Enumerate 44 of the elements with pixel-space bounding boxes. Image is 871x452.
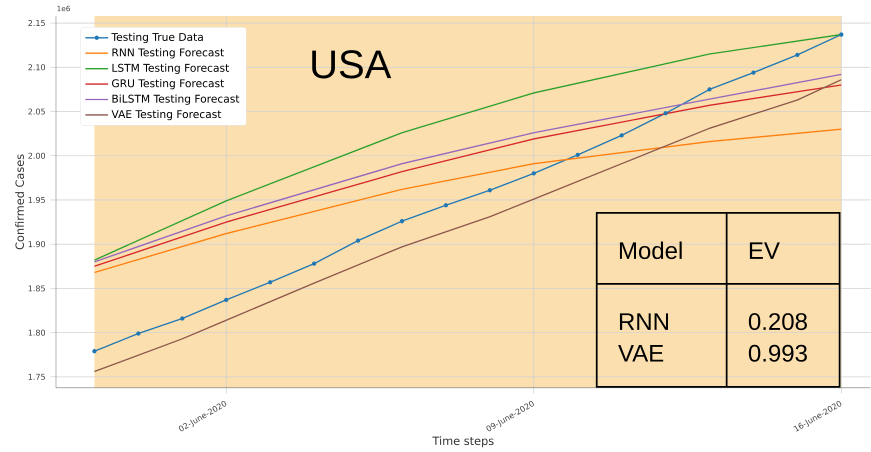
point bbox=[444, 203, 448, 208]
point bbox=[92, 349, 97, 354]
annotation: 0.208 bbox=[748, 313, 807, 330]
legend-label: LSTM Testing Forecast bbox=[112, 64, 229, 74]
y-tick-label: 1.90 bbox=[28, 241, 46, 248]
point bbox=[488, 188, 492, 193]
legend-label: BiLSTM Testing Forecast bbox=[112, 94, 240, 105]
point bbox=[136, 332, 140, 336]
text: USA bbox=[312, 50, 392, 79]
point bbox=[707, 87, 712, 92]
legend-label: Testing True Data bbox=[111, 32, 203, 44]
y-tick-label: 1.85 bbox=[28, 286, 45, 292]
legend-label: VAE Testing Forecast bbox=[112, 110, 222, 120]
point bbox=[356, 238, 360, 243]
y-tick-label: 2.15 bbox=[28, 20, 45, 26]
y-tick-label: 1.75 bbox=[28, 374, 45, 380]
line-series bbox=[94, 79, 842, 372]
annotation: VAE bbox=[618, 345, 664, 362]
point bbox=[839, 32, 844, 37]
point bbox=[576, 152, 580, 158]
y-axis-title: Confirmed Cases bbox=[15, 154, 24, 250]
legend-label: GRU Testing Forecast bbox=[112, 79, 224, 90]
y-tick-label: 2.05 bbox=[28, 108, 45, 115]
point bbox=[663, 111, 668, 116]
y-tick-label: 2.10 bbox=[28, 64, 46, 70]
point bbox=[312, 262, 316, 266]
y-tick-label: 1.95 bbox=[28, 197, 45, 204]
point bbox=[224, 298, 228, 302]
annotation: Model bbox=[620, 242, 682, 260]
y-tick-label: 2.00 bbox=[28, 152, 46, 159]
x-axis-title: Time steps bbox=[432, 436, 494, 448]
y-tick-label: 1.80 bbox=[28, 330, 46, 336]
line-series bbox=[94, 128, 842, 274]
annotation: RNN bbox=[620, 313, 668, 330]
point bbox=[751, 70, 756, 75]
annotation: 0.993 bbox=[748, 344, 807, 362]
point bbox=[795, 52, 800, 58]
legend-label: RNN Testing Forecast bbox=[112, 48, 224, 59]
point bbox=[180, 316, 184, 321]
point bbox=[532, 171, 536, 176]
point bbox=[268, 280, 272, 284]
annotation: EV bbox=[750, 242, 780, 260]
point bbox=[620, 133, 624, 138]
point bbox=[400, 219, 404, 224]
